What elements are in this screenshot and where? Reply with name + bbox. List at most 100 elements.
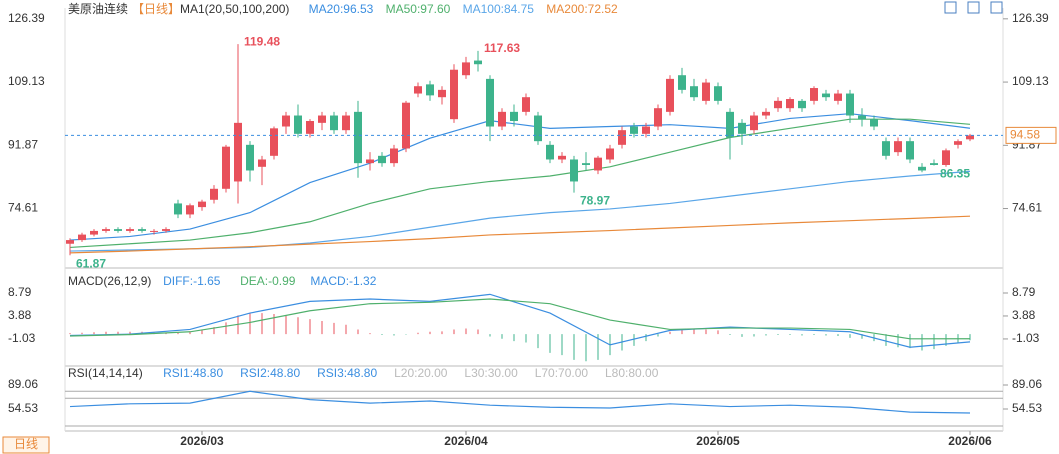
candle-body xyxy=(606,148,614,160)
candle-body xyxy=(234,122,242,182)
candle-body xyxy=(762,111,770,116)
candle-body xyxy=(666,78,674,112)
candle-body xyxy=(534,115,542,142)
candle-body xyxy=(942,150,950,165)
candle-body xyxy=(162,229,170,231)
y-tick-label: 109.13 xyxy=(8,74,45,88)
candle-body xyxy=(726,111,734,138)
candle-body xyxy=(390,148,398,164)
candle-body xyxy=(378,155,386,164)
extreme-label: 117.63 xyxy=(484,41,520,55)
candle-body xyxy=(246,144,254,171)
candle-body xyxy=(402,102,410,149)
period-button-label[interactable]: 日线 xyxy=(14,437,38,451)
candle-body xyxy=(342,115,350,131)
icon[interactable] xyxy=(944,1,957,14)
icon[interactable] xyxy=(990,1,1003,14)
y-tick-label: 126.39 xyxy=(1012,11,1049,25)
candle-body xyxy=(414,86,422,94)
candle-body xyxy=(426,84,434,96)
y-tick-label: 8.79 xyxy=(8,285,32,299)
candle-body xyxy=(510,111,518,122)
indicator-name: MA1(20,50,100,200) xyxy=(180,2,289,16)
y-tick-label: 109.13 xyxy=(1012,74,1049,88)
candle-body xyxy=(330,115,338,131)
candle-body xyxy=(630,126,638,134)
y-tick-label: 74.61 xyxy=(8,201,38,215)
y-tick-label: 89.06 xyxy=(1012,377,1042,391)
candle-body xyxy=(450,69,458,120)
extreme-label: 119.48 xyxy=(244,34,280,48)
last-price-label: 94.58 xyxy=(1010,128,1040,142)
legend-entry: L70:70.00 xyxy=(535,366,589,380)
window-icons[interactable] xyxy=(944,1,1003,14)
candle-body xyxy=(858,115,866,120)
candle-body xyxy=(222,146,230,189)
candle-body xyxy=(654,108,662,127)
candle-body xyxy=(102,229,110,231)
candle-body xyxy=(318,115,326,123)
candle-body xyxy=(78,234,86,241)
legend-entry: MA200:72.52 xyxy=(546,2,618,16)
candle-body xyxy=(894,141,902,153)
candle-body xyxy=(594,157,602,171)
candle-body xyxy=(438,89,446,98)
candle-body xyxy=(294,115,302,134)
candle-body xyxy=(786,99,794,109)
candle-body xyxy=(954,141,962,145)
candle-body xyxy=(306,121,314,134)
legend-entry: MA20:96.53 xyxy=(309,2,374,16)
candle-body xyxy=(570,159,578,182)
candle-body xyxy=(582,163,590,165)
candle-body xyxy=(498,111,506,127)
candle-body xyxy=(174,203,182,215)
candle-body xyxy=(738,122,746,134)
candle-body xyxy=(258,159,266,167)
candle-body xyxy=(870,119,878,127)
indicator-line xyxy=(69,118,971,249)
legend-entry: RSI2:48.80 xyxy=(240,366,300,380)
candle-body xyxy=(774,100,782,109)
candle-body xyxy=(690,86,698,98)
y-tick-label: -1.03 xyxy=(1012,331,1040,345)
icon[interactable] xyxy=(967,1,980,14)
y-tick-label: 54.53 xyxy=(1012,401,1042,415)
y-tick-label: 54.53 xyxy=(8,401,38,415)
indicator-line xyxy=(69,113,971,241)
candle-body xyxy=(522,97,530,112)
candle-body xyxy=(678,75,686,90)
legend-entry: RSI3:48.80 xyxy=(317,366,377,380)
legend-entry: L20:20.00 xyxy=(394,366,448,380)
legend-entry: RSI1:48.80 xyxy=(163,366,223,380)
candle-body xyxy=(822,93,830,98)
legend-entry: MA50:97.60 xyxy=(386,2,451,16)
candle-body xyxy=(714,86,722,101)
candle-body xyxy=(90,230,98,235)
candle-body xyxy=(366,159,374,164)
candle-body xyxy=(918,166,926,171)
candle-body xyxy=(906,141,914,160)
extreme-label: 78.97 xyxy=(580,194,610,208)
legend-entry: DIFF:-1.65 xyxy=(163,274,221,288)
x-tick-label: 2026/03 xyxy=(180,434,224,448)
candle-body xyxy=(798,100,806,109)
candle-body xyxy=(486,78,494,127)
indicator-line xyxy=(69,293,971,348)
candle-body xyxy=(930,163,938,165)
indicator-name: MACD(26,12,9) xyxy=(68,274,151,288)
candle-body xyxy=(270,128,278,156)
candle-body xyxy=(462,62,470,76)
legend-entry: L30:30.00 xyxy=(464,366,518,380)
period-button[interactable] xyxy=(2,436,50,454)
candle-body xyxy=(282,115,290,127)
x-tick-label: 2026/05 xyxy=(696,434,740,448)
legend-entry: MA100:84.75 xyxy=(463,2,535,16)
candle-body xyxy=(846,93,854,116)
candle-body xyxy=(966,135,974,140)
candle-body xyxy=(642,126,650,134)
candle-body xyxy=(834,93,842,101)
y-tick-label: 91.87 xyxy=(8,137,38,151)
y-tick-label: 3.88 xyxy=(8,308,32,322)
